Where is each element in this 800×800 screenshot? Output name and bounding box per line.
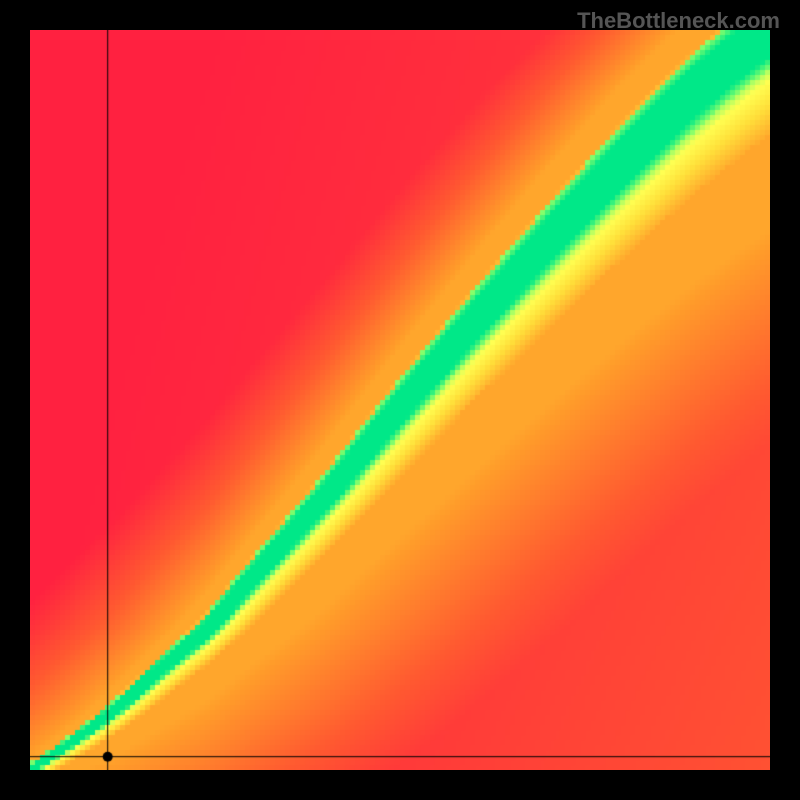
heatmap-plot [30,30,770,770]
watermark-text: TheBottleneck.com [577,8,780,34]
heatmap-canvas [30,30,770,770]
